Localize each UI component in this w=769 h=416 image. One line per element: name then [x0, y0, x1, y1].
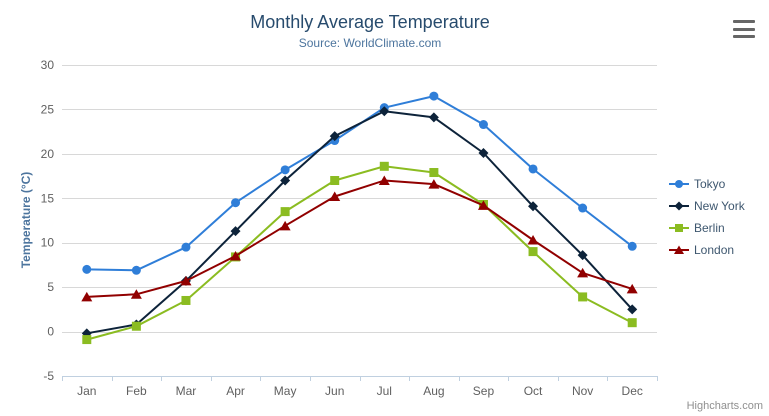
series-marker-london[interactable]: [378, 175, 390, 186]
series-marker-new-york[interactable]: [577, 250, 588, 261]
legend: Tokyo New York Berlin London: [669, 176, 745, 264]
x-axis-label: Oct: [524, 384, 543, 398]
y-axis-label: 25: [41, 102, 55, 116]
series-marker-berlin[interactable]: [330, 176, 340, 186]
y-axis-label: 20: [41, 147, 55, 161]
series-marker-berlin[interactable]: [578, 292, 588, 302]
y-axis-label: 10: [41, 236, 55, 250]
series-marker-berlin[interactable]: [627, 318, 637, 328]
series-marker-berlin[interactable]: [280, 207, 290, 217]
legend-symbol-diamond-icon: [669, 201, 689, 211]
legend-label: Tokyo: [694, 177, 726, 191]
x-axis-label: Dec: [622, 384, 643, 398]
series-marker-london[interactable]: [428, 179, 440, 189]
series-marker-berlin[interactable]: [429, 168, 439, 178]
y-axis-label: 5: [47, 280, 54, 294]
x-axis-label: Jan: [77, 384, 96, 398]
series-line-london[interactable]: [85, 179, 634, 298]
series-marker-london[interactable]: [180, 275, 192, 286]
series-marker-london[interactable]: [626, 283, 638, 294]
hamburger-icon: [733, 35, 755, 38]
x-axis-label: Nov: [572, 384, 593, 398]
legend-item-new-york[interactable]: New York: [669, 198, 745, 214]
credits-link[interactable]: Highcharts.com: [686, 400, 763, 412]
series-marker-london[interactable]: [577, 267, 589, 278]
x-axis-label: Feb: [126, 384, 147, 398]
y-axis-label: 0: [47, 325, 54, 339]
y-axis-title: Temperature (°C): [19, 171, 33, 269]
series-marker-tokyo[interactable]: [231, 198, 241, 208]
chart-title: Monthly Average Temperature: [250, 12, 490, 32]
series-marker-london[interactable]: [329, 191, 341, 202]
x-axis-label: Apr: [226, 384, 245, 398]
series-marker-tokyo[interactable]: [280, 165, 290, 175]
x-axis-label: Sep: [473, 384, 495, 398]
legend-item-tokyo[interactable]: Tokyo: [669, 176, 745, 192]
series-marker-london[interactable]: [130, 289, 142, 299]
legend-label: London: [694, 243, 735, 257]
hamburger-icon: [733, 27, 755, 31]
series-marker-new-york[interactable]: [528, 201, 539, 212]
legend-marker-new-york[interactable]: [674, 201, 684, 211]
series-marker-new-york[interactable]: [280, 175, 291, 186]
series-marker-london[interactable]: [527, 235, 539, 245]
legend-item-london[interactable]: London: [669, 242, 745, 258]
x-axis-label: May: [274, 384, 297, 398]
series-marker-berlin[interactable]: [181, 295, 191, 305]
series-marker-tokyo[interactable]: [131, 265, 141, 275]
series-marker-london[interactable]: [477, 200, 489, 210]
y-axis-label: -5: [43, 369, 54, 383]
series-marker-tokyo[interactable]: [627, 241, 637, 251]
series-marker-new-york[interactable]: [230, 226, 241, 237]
series-marker-berlin[interactable]: [82, 335, 92, 345]
series-marker-berlin[interactable]: [131, 321, 141, 331]
series-line-tokyo[interactable]: [85, 95, 634, 272]
legend-item-berlin[interactable]: Berlin: [669, 220, 745, 236]
series-marker-london[interactable]: [81, 291, 93, 302]
series-line-berlin[interactable]: [85, 165, 634, 341]
y-axis-label: 15: [41, 191, 55, 205]
y-axis-label: 30: [41, 58, 55, 72]
series-marker-london[interactable]: [279, 220, 291, 231]
legend-label: New York: [694, 199, 745, 213]
series-marker-tokyo[interactable]: [82, 264, 92, 274]
series-marker-london[interactable]: [230, 251, 242, 261]
series-marker-tokyo[interactable]: [181, 242, 191, 252]
series-marker-tokyo[interactable]: [478, 120, 488, 130]
legend-symbol-square-icon: [669, 224, 689, 232]
export-menu-button[interactable]: [733, 20, 757, 38]
series-marker-berlin[interactable]: [379, 161, 389, 171]
series-marker-new-york[interactable]: [478, 147, 489, 158]
x-axis-label: Jul: [377, 384, 392, 398]
legend-marker-tokyo[interactable]: [675, 180, 683, 188]
series-marker-new-york[interactable]: [627, 304, 638, 315]
series-marker-tokyo[interactable]: [528, 164, 538, 174]
x-axis-label: Jun: [325, 384, 344, 398]
legend-marker-london[interactable]: [674, 245, 684, 255]
series-marker-berlin[interactable]: [528, 247, 538, 257]
x-axis-label: Aug: [423, 384, 444, 398]
series-marker-new-york[interactable]: [428, 112, 439, 123]
legend-symbol-triangle-icon: [669, 245, 689, 255]
series-marker-tokyo[interactable]: [578, 203, 588, 213]
series-marker-tokyo[interactable]: [429, 91, 439, 101]
legend-marker-berlin[interactable]: [675, 224, 683, 232]
chart-subtitle: Source: WorldClimate.com: [298, 36, 442, 50]
x-axis-label: Mar: [176, 384, 197, 398]
series-line-new-york[interactable]: [85, 110, 634, 335]
hamburger-icon: [733, 20, 755, 23]
series-marker-new-york[interactable]: [329, 131, 340, 142]
series-marker-new-york[interactable]: [379, 106, 390, 117]
legend-symbol-circle-icon: [669, 180, 689, 188]
legend-label: Berlin: [694, 221, 725, 235]
